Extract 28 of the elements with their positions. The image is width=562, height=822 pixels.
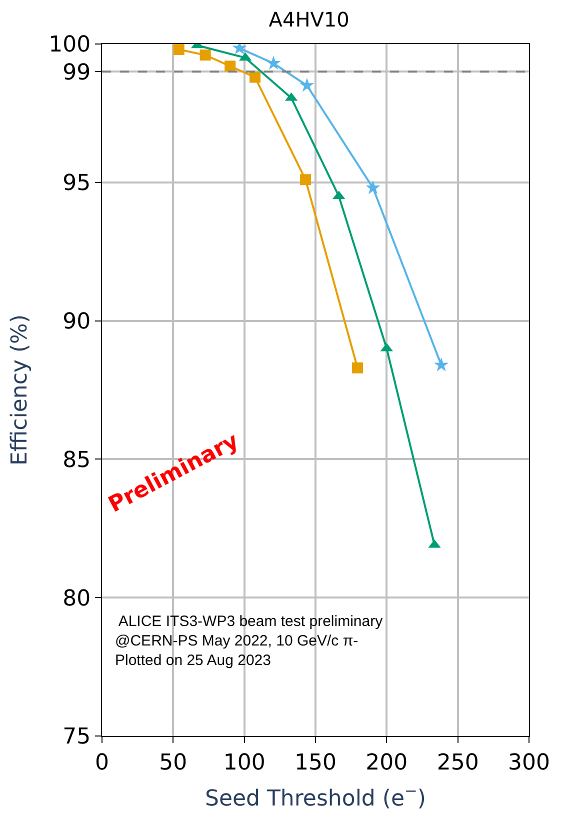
annotation: ALICE ITS3-WP3 beam test preliminary @CERN-PS May 2022, 10 GeV/c π- Plotted on 25 Aug 2023 [115, 613, 384, 669]
point [300, 174, 312, 186]
point [434, 357, 449, 372]
chart-title: A4HV10 [268, 7, 350, 32]
y-tick-label: 100 [48, 32, 91, 58]
y-tick-label: 75 [62, 724, 91, 750]
x-tick-label: 300 [508, 750, 550, 776]
point [173, 44, 184, 56]
x-tick-label: 50 [159, 750, 188, 776]
point [266, 56, 281, 70]
x-tick-label: 100 [223, 750, 266, 776]
x-tick-label: 200 [366, 750, 408, 776]
point [366, 180, 380, 194]
x-axis-title: Seed Threshold (e$^{−}$) [204, 782, 426, 812]
point [352, 362, 363, 374]
y-axis-title: Efficiency (%) [7, 314, 32, 466]
y-tick-label: 99 [62, 60, 91, 86]
point [224, 60, 236, 72]
point [200, 50, 211, 61]
y-tick-label: 85 [62, 448, 91, 473]
x-tick-label: 150 [294, 750, 336, 776]
point [250, 72, 261, 83]
point [300, 78, 314, 92]
x-tick-label: 250 [436, 750, 479, 776]
y-tick-label: 95 [62, 171, 91, 196]
y-tick-label: 80 [62, 586, 91, 612]
x-tick-label: 0 [95, 750, 109, 776]
y-tick-label: 90 [62, 310, 91, 334]
